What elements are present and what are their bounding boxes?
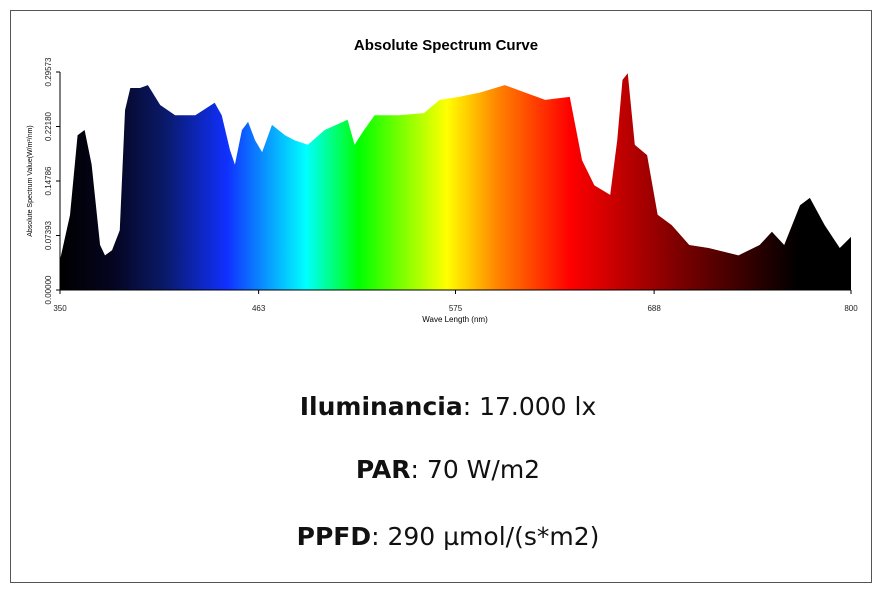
y-axis-label: Absolute Spectrum Value(W/m²/nm) <box>27 125 34 237</box>
y-tick-label: 0.07393 <box>44 220 53 249</box>
x-axis-label: Wave Length (nm) <box>422 315 488 324</box>
reading-value: : 290 µmol/(s*m2) <box>371 522 599 551</box>
reading-label: PAR <box>356 455 411 484</box>
y-tick-label: 0.00000 <box>44 275 53 304</box>
reading-value: : 17.000 lx <box>463 392 597 421</box>
reading-value: : 70 W/m2 <box>411 455 541 484</box>
x-tick-label: 688 <box>647 304 661 313</box>
x-tick-label: 800 <box>844 304 858 313</box>
y-tick-label: 0.14786 <box>44 166 53 195</box>
reading: PPFD: 290 µmol/(s*m2) <box>297 522 600 551</box>
y-tick-label: 0.29573 <box>44 57 53 86</box>
chart-title: Absolute Spectrum Curve <box>354 37 538 54</box>
frame <box>10 10 872 583</box>
reading: PAR: 70 W/m2 <box>356 455 540 484</box>
reading: Iluminancia: 17.000 lx <box>300 392 597 421</box>
x-tick-label: 350 <box>53 304 67 313</box>
reading-label: Iluminancia <box>300 392 463 421</box>
y-tick-label: 0.22180 <box>44 111 53 140</box>
spectrum-area <box>60 73 851 290</box>
x-tick-label: 463 <box>252 304 266 313</box>
x-tick-label: 575 <box>449 304 463 313</box>
reading-label: PPFD <box>297 522 371 551</box>
